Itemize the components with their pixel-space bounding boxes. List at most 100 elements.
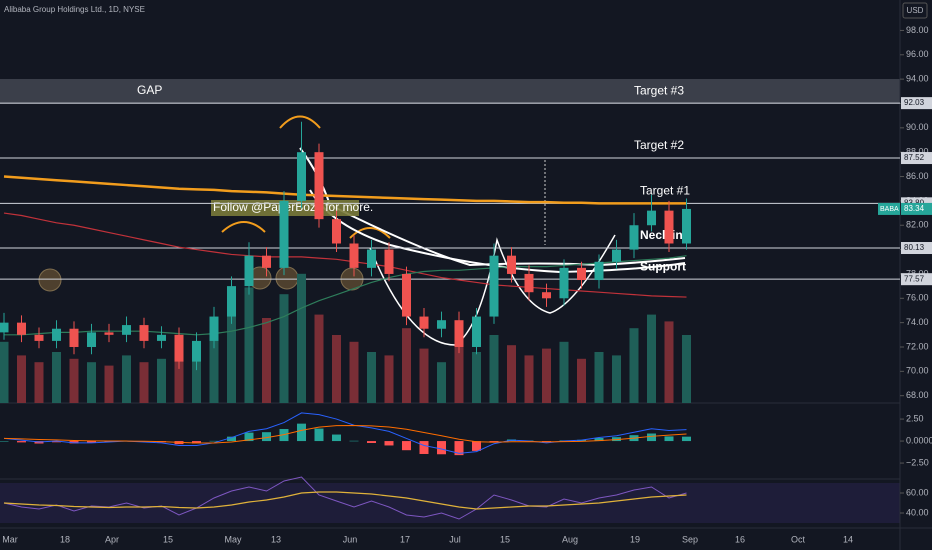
candle-body — [472, 316, 481, 347]
macd-bar — [612, 437, 621, 442]
macd-bar — [227, 436, 236, 442]
volume-bar — [367, 352, 376, 403]
x-tick-label: Sep — [682, 534, 698, 544]
volume-bar — [104, 365, 114, 403]
volume-bar — [314, 314, 324, 403]
x-tick-label: Jul — [449, 534, 461, 544]
candle-body — [629, 225, 639, 250]
volume-bar — [559, 341, 569, 403]
candle-body — [174, 334, 184, 362]
volume-bar — [437, 362, 446, 403]
candle-body — [454, 320, 464, 347]
rsi-ma-line — [3, 491, 687, 510]
candle-body — [314, 152, 324, 220]
volume-bar — [577, 358, 586, 403]
level-tag — [901, 97, 932, 110]
volume-bar — [244, 287, 254, 403]
candle-body — [367, 249, 376, 268]
volume-bar — [542, 348, 551, 403]
macd-bar — [647, 433, 656, 442]
candle-body — [559, 267, 569, 299]
volume-bar — [489, 335, 499, 403]
volume-bar — [402, 328, 411, 403]
x-tick-label: 19 — [630, 534, 640, 544]
macd-bar — [17, 441, 26, 443]
macd-bar — [594, 437, 604, 442]
level-tag — [901, 273, 932, 286]
volume-bar — [419, 348, 429, 403]
y-tick-label: 68.00 — [906, 390, 929, 400]
price-tag — [901, 202, 932, 215]
macd-bar — [297, 423, 306, 442]
volume-bar — [262, 318, 271, 403]
macd-bar — [52, 441, 61, 443]
x-tick-label: 15 — [163, 534, 173, 544]
moving-average — [3, 175, 687, 205]
candle-body — [577, 267, 586, 281]
x-tick-label: Jun — [343, 534, 358, 544]
level-tag-label: 87.52 — [904, 153, 925, 162]
x-tick-label: May — [224, 534, 242, 544]
candle-body — [279, 200, 289, 268]
candle-body — [34, 334, 44, 341]
level-tag-label: 92.03 — [904, 98, 925, 107]
volume-bar — [647, 314, 656, 403]
moving-average — [3, 212, 687, 298]
candle-body — [594, 261, 604, 281]
macd-bar — [332, 434, 341, 442]
macd-bar — [244, 432, 254, 442]
candle-body — [349, 243, 359, 268]
volume-bar — [157, 358, 166, 403]
macd-bar — [664, 436, 674, 442]
x-tick-label: 14 — [843, 534, 853, 544]
x-tick-label: 15 — [500, 534, 510, 544]
x-tick-label: Apr — [105, 534, 119, 544]
candle-body — [192, 340, 201, 362]
candle-body — [682, 208, 691, 244]
volume-bar — [507, 345, 516, 403]
volume-bar — [192, 352, 201, 403]
candle-body — [0, 322, 9, 333]
volume-bar — [629, 328, 639, 403]
candle-body — [139, 325, 149, 341]
price-tag-label: 83.34 — [904, 204, 925, 213]
y-tick-label: 90.00 — [906, 122, 929, 132]
volume-bar — [297, 273, 306, 403]
volume-bar — [17, 355, 26, 403]
cup-curve — [369, 234, 616, 346]
y-tick-label: 74.00 — [906, 317, 929, 327]
volume-bar — [52, 352, 61, 403]
macd-bar — [437, 441, 446, 455]
volume-bar — [384, 355, 394, 403]
x-tick-label: 13 — [271, 534, 281, 544]
volume-bar — [472, 352, 481, 403]
candle-body — [52, 328, 61, 341]
macd-bar — [0, 441, 9, 442]
candle-body — [157, 334, 166, 341]
gap-label: GAP — [137, 83, 162, 97]
candle-body — [262, 255, 271, 268]
gap-zone — [0, 79, 900, 104]
shoulder-arc — [349, 227, 391, 239]
signal-line — [3, 424, 687, 444]
neckline-curve — [309, 189, 686, 274]
shoulder-arc — [221, 221, 266, 233]
candle-body — [122, 325, 131, 335]
candle-body — [384, 249, 394, 274]
macd-bar — [367, 441, 376, 443]
promo-text: Follow @PaperBozz for more. — [213, 200, 373, 214]
volume-bar — [122, 355, 131, 403]
rsi-line — [3, 476, 687, 520]
rsi-band — [0, 483, 900, 523]
macd-bar — [209, 440, 219, 442]
volume-bar — [139, 362, 149, 403]
volume-bar — [0, 341, 9, 403]
symbol-label: BABA — [880, 206, 899, 213]
volume-bar — [279, 294, 289, 403]
macd-tick-label: 2.50 — [906, 413, 924, 423]
marker-circle — [38, 268, 62, 292]
x-tick-label: 18 — [60, 534, 70, 544]
candle-body — [489, 255, 499, 317]
candle-body — [227, 286, 236, 317]
macd-bar — [349, 440, 359, 442]
